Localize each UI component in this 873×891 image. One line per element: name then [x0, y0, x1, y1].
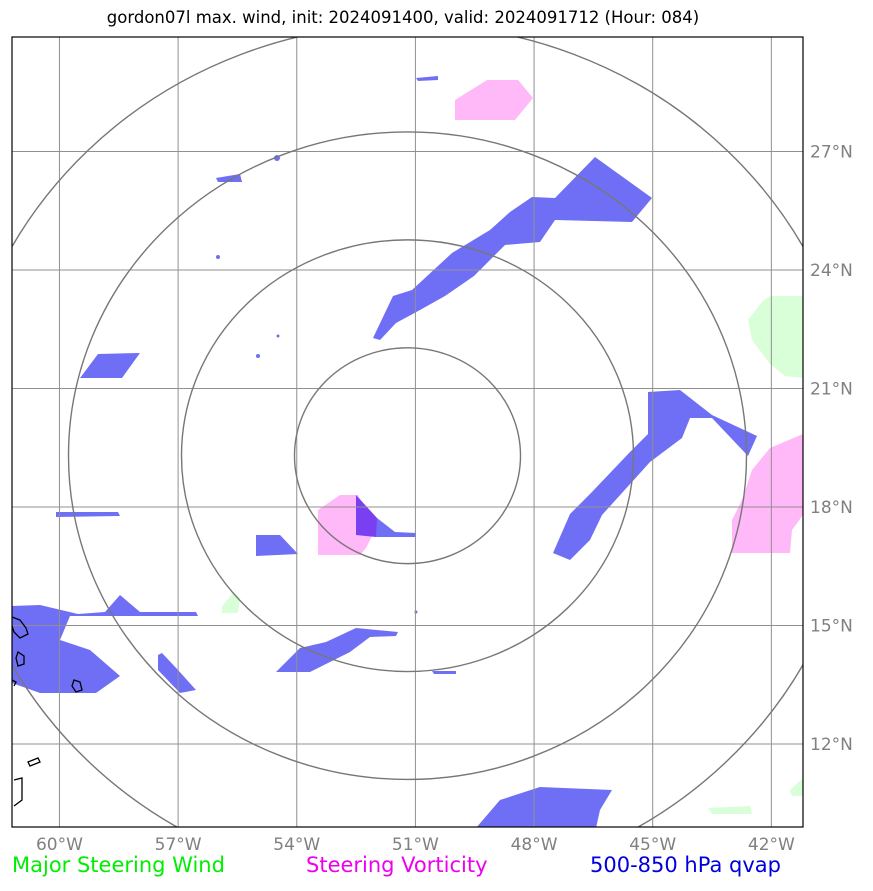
- qvap-dot-3: [256, 354, 260, 358]
- coast-island-6: [13, 777, 23, 807]
- chart-title: gordon07l max. wind, init: 2024091400, v…: [106, 8, 700, 27]
- range-ring-1: [293, 347, 522, 565]
- wind-area-corner: [790, 778, 803, 796]
- coastlines: [12, 616, 83, 807]
- legend-steering-wind: Major Steering Wind: [12, 853, 225, 877]
- vorticity-area-east: [732, 434, 803, 553]
- lon-tick-label-4: 48°W: [511, 835, 558, 855]
- legend-steering-vorticity: Steering Vorticity: [306, 853, 488, 877]
- range-ring-2: [180, 239, 635, 673]
- gridlines: [12, 37, 803, 827]
- qvap-dot-4: [276, 334, 280, 338]
- wind-area-west: [222, 592, 240, 613]
- qvap-band-south: [276, 628, 398, 672]
- qvap-speck-small: [432, 671, 456, 674]
- map-frame: [11, 36, 804, 828]
- range-ring-3: [67, 131, 748, 781]
- coast-island-1: [12, 616, 29, 639]
- coast-island-4: [12, 679, 17, 687]
- lon-tick-label-5: 45°W: [629, 835, 676, 855]
- lon-tick-label-6: 42°W: [748, 835, 795, 855]
- qvap-blob-west: [80, 353, 140, 378]
- lon-tick-label-2: 54°W: [273, 835, 320, 855]
- wind-area-southeast: [708, 806, 752, 814]
- steering-wind-layer: [222, 296, 803, 814]
- qvap-blob-center: [256, 535, 298, 556]
- qvap-west-coast: [12, 595, 198, 693]
- wind-area-east: [748, 296, 803, 378]
- qvap-streak-west: [56, 512, 120, 517]
- lat-tick-label-3: 18°N: [810, 498, 853, 518]
- qvap-band-east: [553, 390, 757, 560]
- range-rings: [12, 37, 803, 827]
- lat-tick-label-0: 27°N: [810, 143, 853, 163]
- lat-tick-label-1: 24°N: [810, 261, 853, 281]
- coast-island-3: [71, 679, 83, 693]
- range-ring-4: [12, 37, 803, 827]
- coast-island-5: [27, 757, 41, 767]
- qvap-blob-south: [476, 787, 612, 827]
- qvap-overlap-center: [356, 495, 382, 537]
- lat-tick-label-4: 15°N: [810, 617, 853, 637]
- qvap-tail-center: [376, 518, 416, 537]
- longitude-tick-labels: 60°W 57°W 54°W 51°W 48°W 45°W 42°W: [36, 835, 795, 855]
- lon-tick-label-1: 57°W: [155, 835, 202, 855]
- qvap-band-northeast: [373, 157, 652, 340]
- latitude-tick-labels: 27°N 24°N 21°N 18°N 15°N 12°N: [810, 143, 853, 755]
- qvap-dot-2: [216, 255, 220, 259]
- legend-qvap: 500-850 hPa qvap: [590, 853, 781, 877]
- lat-tick-label-2: 21°N: [810, 380, 853, 400]
- qvap-speck-north: [416, 76, 438, 81]
- coast-island-2: [15, 650, 25, 667]
- qvap-layer: [12, 76, 757, 827]
- lon-tick-label-3: 51°W: [392, 835, 439, 855]
- lat-tick-label-5: 12°N: [810, 735, 853, 755]
- vorticity-area-north: [455, 80, 533, 120]
- lon-tick-label-0: 60°W: [36, 835, 83, 855]
- qvap-blob-southwest: [158, 653, 196, 693]
